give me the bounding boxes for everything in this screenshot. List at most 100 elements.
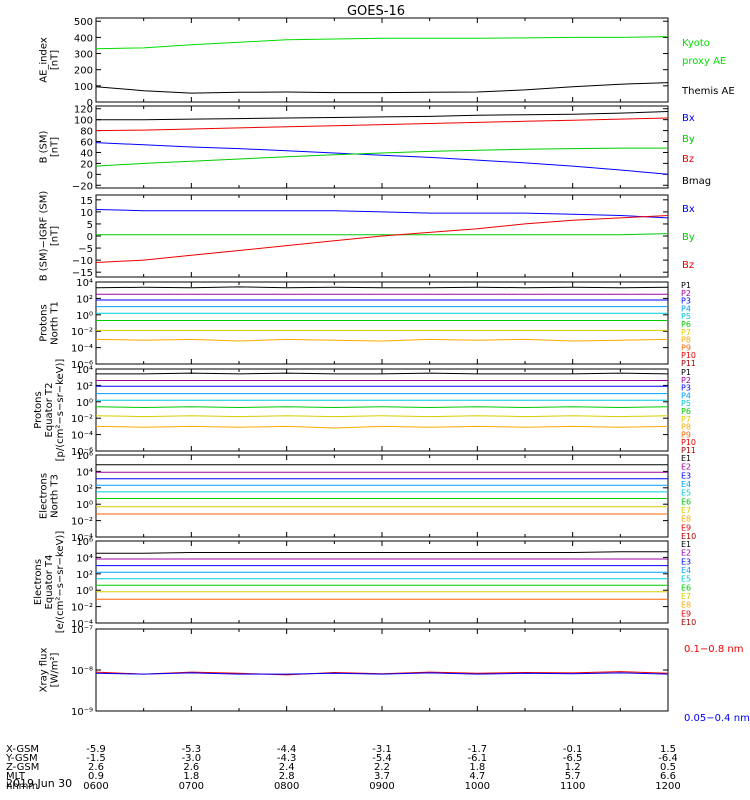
series-line-by bbox=[96, 233, 669, 236]
panel-4: 10⁴ 10² 10⁰ 10⁻² 10⁻⁴ 10⁻⁶ Protons North T1 P1P2… bbox=[39, 278, 697, 371]
series-line-bmag bbox=[96, 111, 669, 121]
legend-label: P1 bbox=[681, 368, 691, 377]
series-line-bx bbox=[95, 209, 669, 219]
footer-value: -6.5 bbox=[563, 753, 583, 764]
y-tick-label: 10⁻² bbox=[71, 327, 93, 338]
series-line-bz bbox=[95, 117, 669, 132]
legend-label: P8 bbox=[681, 423, 691, 432]
legend-label: E4 bbox=[681, 566, 691, 575]
legend-label: P10 bbox=[681, 438, 696, 447]
y-axis-label: B (SM) bbox=[39, 130, 50, 163]
footer-value: 0.9 bbox=[88, 771, 104, 782]
y-tick-label: 10⁻⁶ bbox=[71, 447, 93, 458]
footer-value: -3.1 bbox=[372, 744, 392, 755]
y-tick-label: 10² bbox=[76, 484, 93, 495]
legend-label: E7 bbox=[681, 506, 691, 515]
legend-label: P7 bbox=[681, 415, 691, 424]
y-tick-label: 40 bbox=[80, 148, 93, 159]
panel-frame bbox=[95, 628, 669, 712]
legend-label: Kyoto bbox=[682, 38, 710, 49]
y-axis-label: Protons bbox=[39, 304, 50, 341]
legend-label: E3 bbox=[681, 471, 691, 480]
y-tick-label: 10⁶ bbox=[76, 451, 93, 462]
series-line-kyoto-proxy-ae bbox=[95, 36, 669, 50]
y-tick-label: 100 bbox=[74, 82, 93, 93]
y-tick-label: 10⁴ bbox=[76, 365, 93, 376]
legend-label: 0.05−0.4 nm bbox=[684, 713, 750, 724]
legend-label: E2 bbox=[681, 549, 691, 558]
y-tick-label: 0 bbox=[87, 98, 93, 109]
legend-label: Bz bbox=[682, 154, 694, 165]
footer-value: 0600 bbox=[83, 781, 108, 792]
series-line-p7 bbox=[95, 415, 669, 418]
legend-label: P8 bbox=[681, 336, 691, 345]
series-line-p8 bbox=[95, 425, 669, 429]
legend-label: Bx bbox=[682, 204, 695, 215]
figure-title: GOES-16 bbox=[347, 4, 405, 19]
y-axis-label: North T3 bbox=[50, 474, 61, 518]
series-line-bx bbox=[95, 142, 669, 175]
y-axis-label: [nT] bbox=[50, 226, 61, 246]
y-tick-label: 0 bbox=[87, 170, 93, 181]
y-tick-label: 100 bbox=[74, 116, 93, 127]
legend-label: P5 bbox=[681, 399, 691, 408]
legend-label: P11 bbox=[681, 359, 696, 368]
y-tick-label: 10⁴ bbox=[76, 467, 93, 478]
legend-label: P2 bbox=[681, 289, 691, 298]
legend-label: By bbox=[682, 134, 695, 145]
panel-1: 0 100 200 300 400 500 AE_index [nT] Kyoto proxy A… bbox=[39, 17, 735, 109]
legend-label: E8 bbox=[681, 601, 691, 610]
legend-label: Bz bbox=[682, 260, 694, 271]
y-axis-label: B (SM)−IGRF (SM) bbox=[39, 191, 50, 282]
y-axis-label: [nT] bbox=[50, 50, 61, 70]
footer-value: -5.9 bbox=[86, 744, 106, 755]
legend-label: E9 bbox=[681, 523, 691, 532]
footer-value: 2.2 bbox=[374, 762, 390, 773]
y-axis-label: Electrons bbox=[39, 473, 50, 519]
footer-value: 2.8 bbox=[279, 771, 295, 782]
legend-label: Bmag bbox=[682, 176, 711, 187]
series-line-p6 bbox=[95, 406, 669, 409]
footer-value: 0800 bbox=[274, 781, 299, 792]
footer-value: -6.4 bbox=[658, 753, 678, 764]
legend-label: E5 bbox=[681, 489, 691, 498]
y-tick-label: 10² bbox=[76, 294, 93, 305]
footer-value: -5.4 bbox=[372, 753, 392, 764]
y-axis-label: North T1 bbox=[50, 301, 61, 345]
series-line-p8 bbox=[95, 338, 669, 342]
footer-value: 0.5 bbox=[660, 762, 676, 773]
legend-label: Bx bbox=[682, 113, 695, 124]
y-tick-label: 10⁶ bbox=[76, 537, 93, 548]
footer-value: -0.1 bbox=[563, 744, 583, 755]
y-axis-label: Equator T4 bbox=[44, 555, 55, 610]
legend-label: P3 bbox=[681, 297, 691, 306]
footer-value: 0900 bbox=[369, 781, 394, 792]
footer-value: 1.2 bbox=[565, 762, 581, 773]
legend-label: P6 bbox=[681, 407, 691, 416]
footer-value: -5.3 bbox=[182, 744, 202, 755]
y-axis-label: [nT] bbox=[50, 137, 61, 157]
footer-row-label: X-GSM bbox=[6, 744, 39, 755]
date-label: 2019 Jun 30 bbox=[6, 777, 72, 790]
y-tick-label: 10⁰ bbox=[76, 500, 93, 511]
panel-7: 10⁶ 10⁴ 10² 10⁰ 10⁻² 10⁻⁴ Electrons Equator T4[… bbox=[33, 531, 696, 634]
y-tick-label: 10⁻² bbox=[71, 517, 93, 528]
footer-value: -6.1 bbox=[468, 753, 488, 764]
y-tick-label: 80 bbox=[80, 127, 93, 138]
footer-row-label: Z-GSM bbox=[6, 762, 39, 773]
footer-row-label: hhmm bbox=[6, 781, 38, 792]
legend-label: E1 bbox=[681, 454, 691, 463]
legend-label: E3 bbox=[681, 557, 691, 566]
legend-label: P5 bbox=[681, 312, 691, 321]
footer-value: 1.8 bbox=[183, 771, 199, 782]
y-tick-label: 10 bbox=[80, 208, 93, 219]
y-tick-label: 10² bbox=[76, 570, 93, 581]
footer-value: 3.7 bbox=[374, 771, 390, 782]
y-tick-label: 10⁻⁹ bbox=[71, 707, 93, 718]
y-tick-label: 500 bbox=[74, 17, 93, 28]
y-tick-label: 10⁻⁴ bbox=[71, 619, 93, 630]
y-axis-label: Equator T2 bbox=[44, 383, 55, 438]
